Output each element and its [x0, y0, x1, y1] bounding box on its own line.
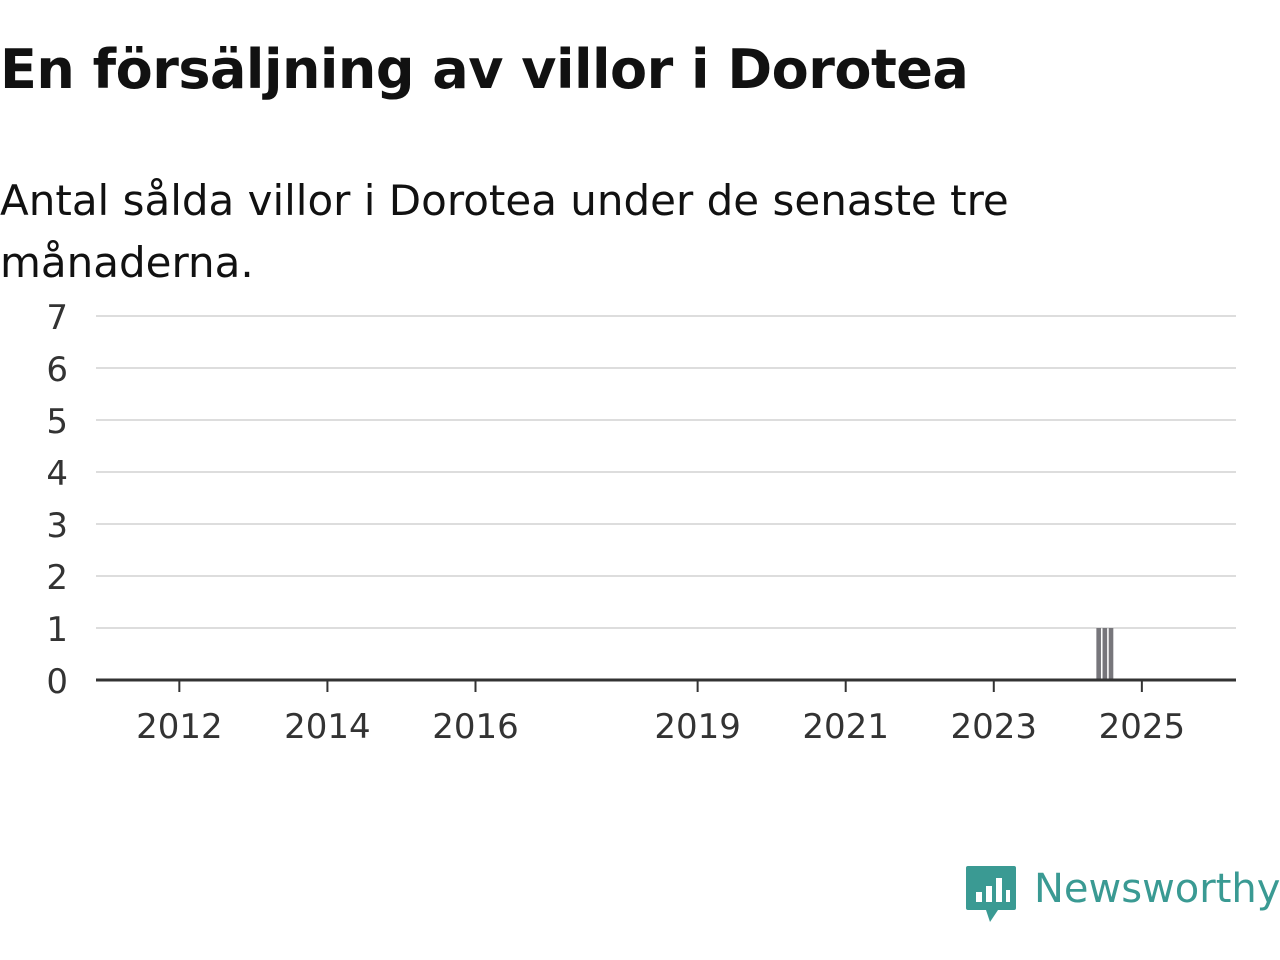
chart-subtitle: Antal sålda villor i Dorotea under de se…: [0, 176, 1009, 287]
x-tick-label: 2019: [654, 707, 741, 747]
axes: [96, 678, 1236, 692]
bar: [1096, 628, 1101, 680]
bar: [1108, 628, 1114, 680]
y-tick-label: 3: [46, 506, 68, 546]
y-tick-label: 0: [46, 662, 68, 702]
x-tick-label: 2021: [802, 707, 889, 747]
tick-labels: 0123456720122014201620192021202320251: [46, 298, 1186, 747]
brand-name: Newsworthy: [1034, 866, 1280, 912]
y-tick-label: 1: [46, 610, 68, 650]
bar-chart: 0123456720122014201620192021202320251: [46, 298, 1236, 747]
chart-title: En försäljning av villor i Dorotea: [0, 38, 969, 101]
newsworthy-brand[interactable]: Newsworthy: [964, 864, 1280, 926]
y-tick-label: 7: [46, 298, 68, 338]
newsworthy-logo-icon: [966, 866, 1016, 922]
y-tick-label: 2: [46, 558, 68, 598]
x-tick-label: 2014: [284, 707, 371, 747]
y-tick-label: 6: [46, 350, 68, 390]
x-tick-label: 2012: [136, 707, 223, 747]
grid-lines: [96, 315, 1236, 629]
x-tick-label: 2025: [1099, 707, 1186, 747]
y-tick-label: 4: [46, 454, 68, 494]
y-tick-label: 5: [46, 402, 68, 442]
bars: [1096, 628, 1114, 680]
x-tick-label: 2016: [432, 707, 519, 747]
bar: [1102, 628, 1108, 680]
x-tick-label: 2023: [951, 707, 1038, 747]
